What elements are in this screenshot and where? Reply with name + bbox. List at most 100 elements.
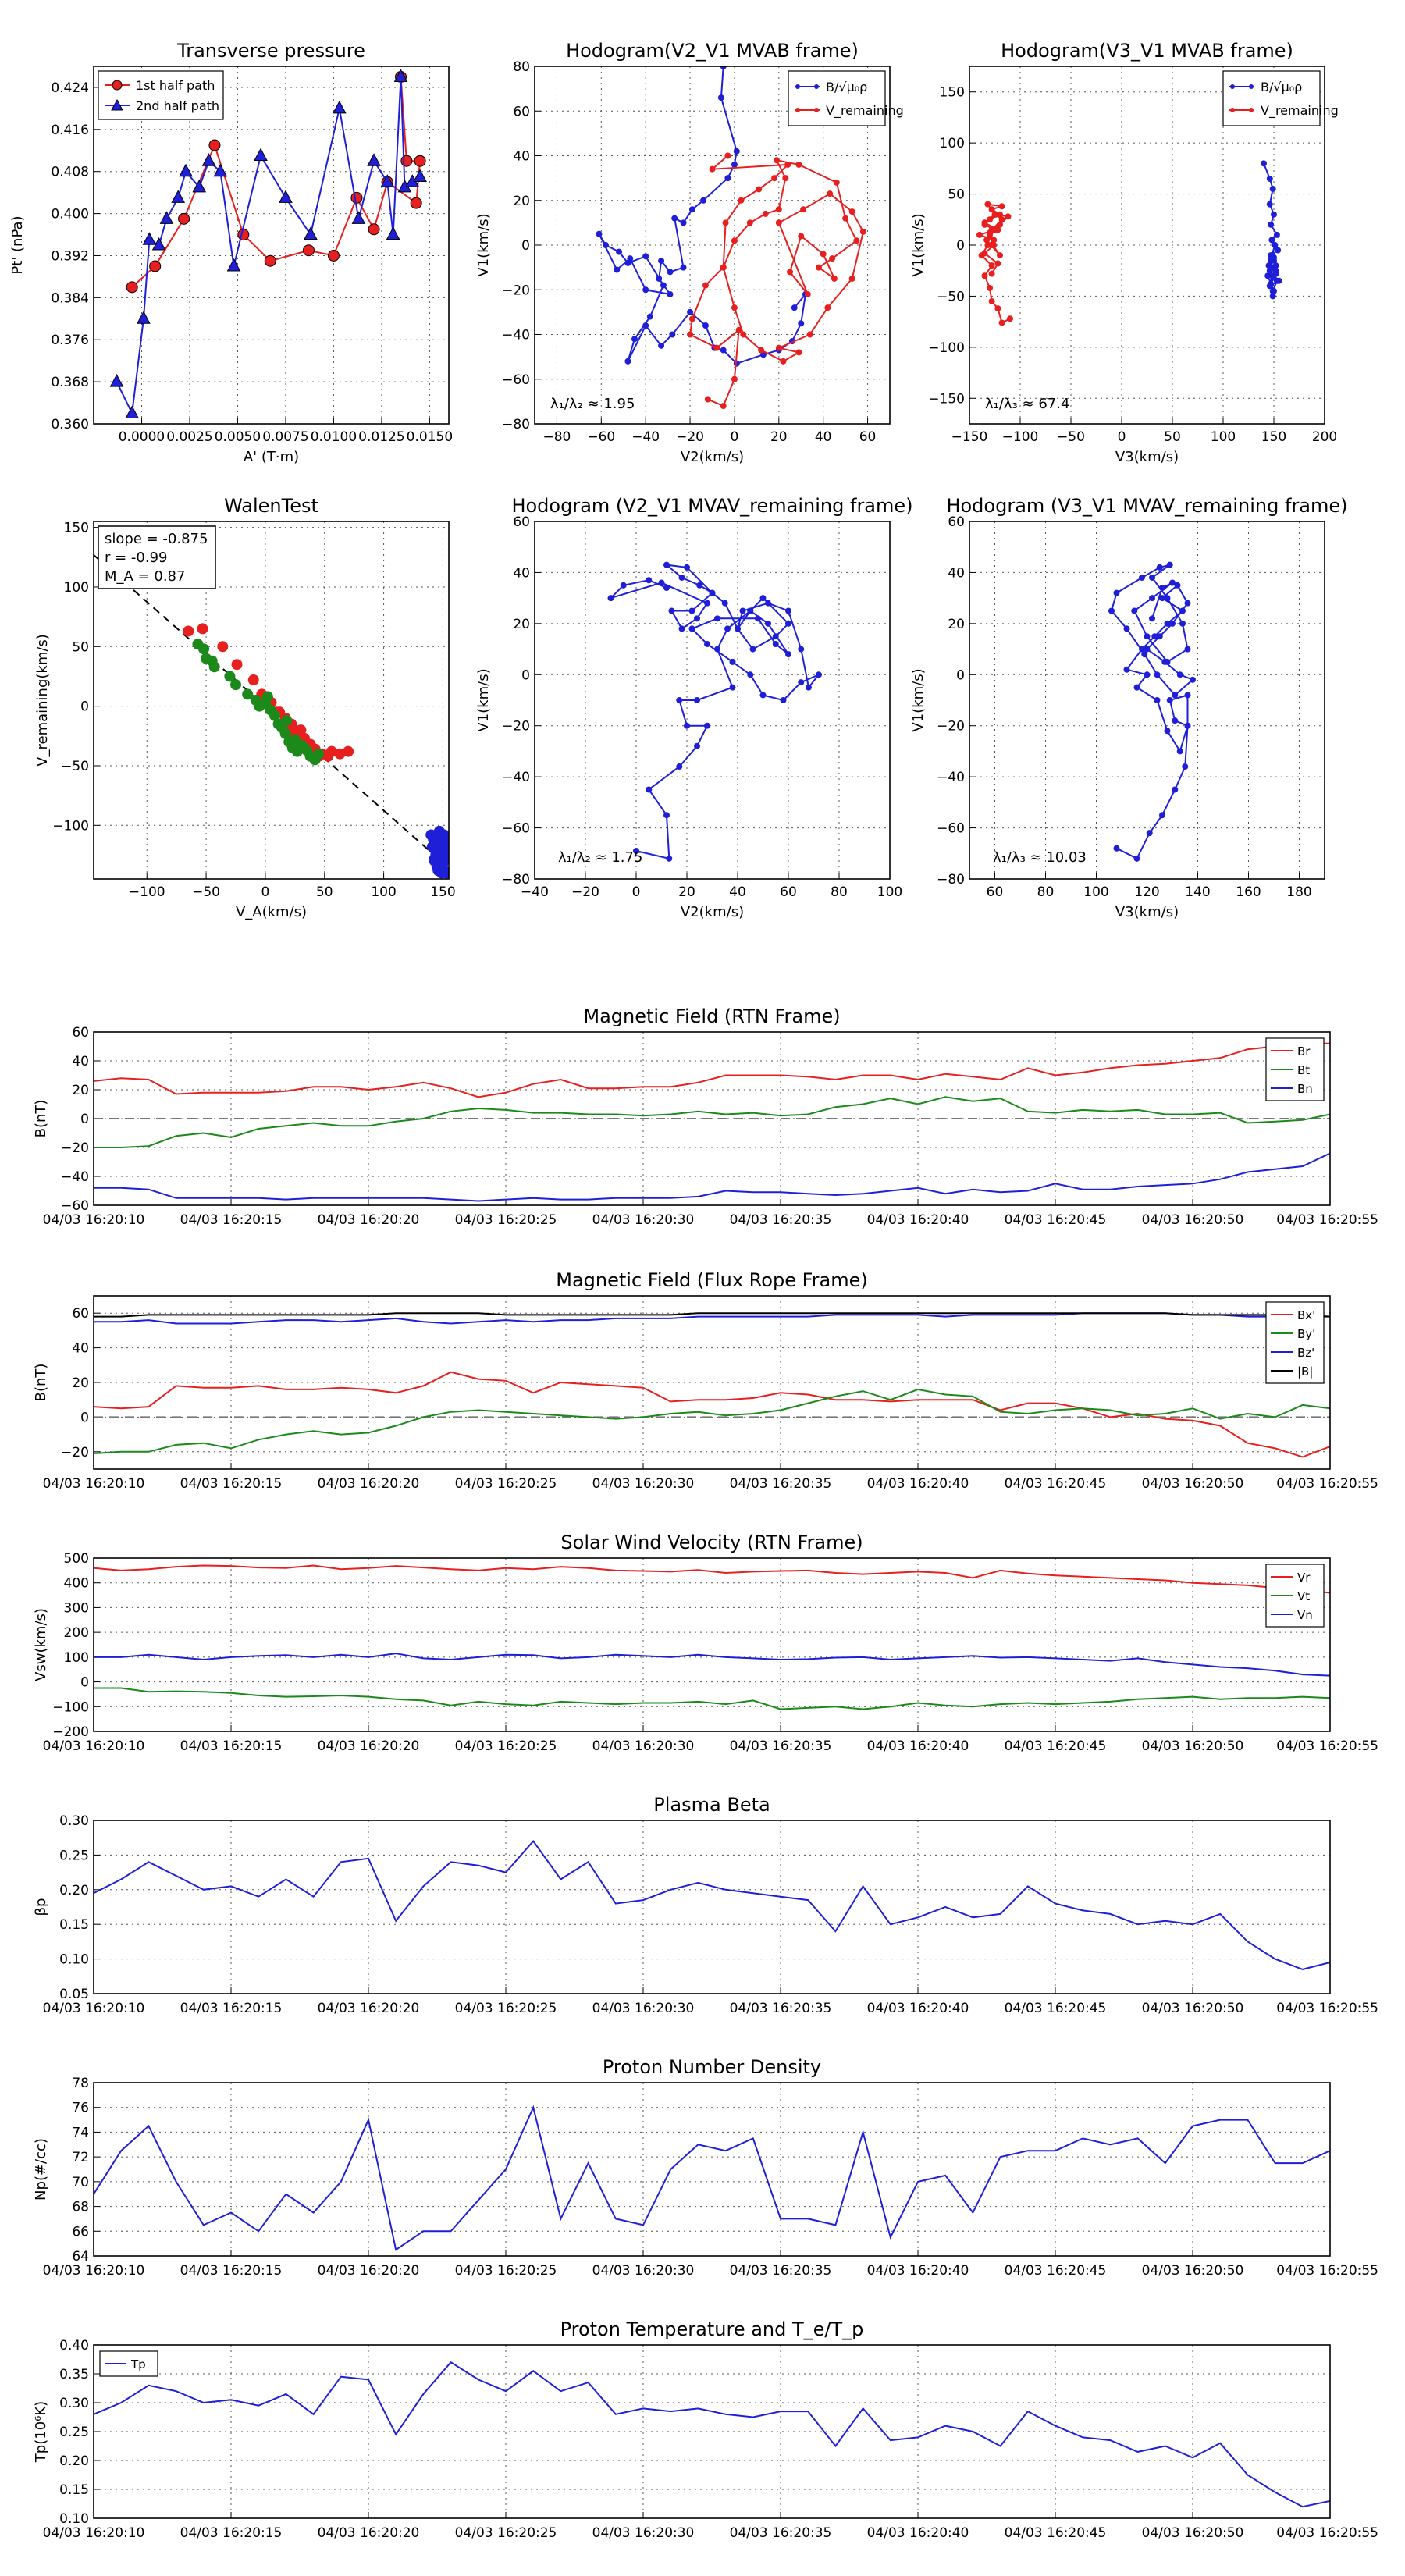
y-tick-label: 0.392 bbox=[51, 248, 89, 264]
y-tick-label: −50 bbox=[61, 759, 89, 774]
data-point bbox=[436, 867, 447, 879]
data-point bbox=[1264, 272, 1272, 279]
data-point bbox=[772, 641, 779, 648]
data-point bbox=[765, 600, 771, 607]
x-axis-label: V2(km/s) bbox=[681, 904, 744, 920]
data-point bbox=[714, 646, 720, 653]
x-tick-label: 80 bbox=[1037, 884, 1055, 900]
y-tick-label: 0.408 bbox=[51, 165, 89, 180]
data-point bbox=[295, 724, 307, 736]
data-point bbox=[213, 163, 228, 177]
data-point bbox=[702, 322, 709, 329]
data-point bbox=[201, 153, 216, 166]
x-tick-label: 04/03 16:20:25 bbox=[455, 1212, 557, 1228]
data-point bbox=[1172, 692, 1179, 699]
data-point bbox=[842, 215, 849, 222]
y-tick-label: −40 bbox=[502, 770, 530, 785]
x-tick-label: 04/03 16:20:40 bbox=[867, 2001, 969, 2016]
data-point bbox=[1144, 671, 1151, 678]
series-line bbox=[94, 1312, 1330, 1318]
data-point bbox=[126, 281, 138, 294]
data-point bbox=[1269, 287, 1276, 294]
data-point bbox=[992, 211, 999, 218]
data-point bbox=[1269, 293, 1276, 300]
plot-border bbox=[93, 1031, 1331, 1206]
x-tick-label: −80 bbox=[542, 429, 571, 445]
data-point bbox=[393, 69, 408, 82]
chart-h3r: Hodogram (V3_V1 MVAV_remaining frame)60 8… bbox=[910, 495, 1348, 920]
data-point bbox=[1273, 231, 1280, 238]
x-tick-label: 04/03 16:20:40 bbox=[867, 2263, 969, 2279]
data-point bbox=[1184, 646, 1191, 653]
y-tick-label: 200 bbox=[64, 1625, 89, 1641]
data-point bbox=[367, 153, 381, 166]
x-tick-label: 04/03 16:20:35 bbox=[730, 1212, 832, 1228]
y-tick-label: 150 bbox=[940, 85, 965, 101]
legend: Tp bbox=[99, 2350, 158, 2377]
data-point bbox=[729, 684, 736, 691]
x-tick-label: 0 bbox=[632, 884, 641, 900]
data-point bbox=[800, 206, 807, 213]
plot-border bbox=[93, 2082, 1331, 2257]
data-point bbox=[1151, 633, 1158, 640]
legend-box bbox=[1222, 70, 1321, 126]
x-tick-label: 04/03 16:20:45 bbox=[1005, 1212, 1107, 1228]
data-point bbox=[976, 231, 983, 238]
data-point bbox=[713, 344, 720, 351]
data-point bbox=[1123, 625, 1130, 632]
plot-border bbox=[534, 66, 891, 425]
data-point bbox=[749, 646, 756, 653]
chart-title: Magnetic Field (Flux Rope Frame) bbox=[556, 1269, 867, 1291]
series-|B| bbox=[94, 1312, 1330, 1318]
data-point bbox=[795, 349, 802, 356]
chart-np: Proton Number Density 04/03 16:20:10 04/03… bbox=[33, 2056, 1378, 2279]
data-point bbox=[616, 248, 623, 255]
data-point bbox=[714, 615, 720, 622]
x-tick-label: 04/03 16:20:35 bbox=[730, 2001, 832, 2016]
data-point bbox=[226, 258, 241, 272]
x-tick-label: 0.0025 bbox=[166, 429, 212, 445]
data-point bbox=[646, 313, 653, 320]
y-tick-label: 100 bbox=[64, 1650, 89, 1666]
x-tick-label: 100 bbox=[371, 884, 396, 900]
data-point bbox=[994, 226, 1001, 233]
data-point bbox=[281, 714, 293, 726]
series-Vt bbox=[94, 1687, 1330, 1710]
y-tick-label: 0.416 bbox=[51, 123, 89, 138]
data-point bbox=[820, 251, 827, 258]
y-tick-label: −50 bbox=[937, 289, 965, 304]
x-tick-label: 04/03 16:20:40 bbox=[867, 1212, 969, 1228]
chart-walen: WalenTest −100 −50 0 50 100 150 −100 −50 0 50 100 15… bbox=[34, 495, 456, 920]
y-tick-label: 60 bbox=[513, 514, 530, 530]
x-tick-label: 100 bbox=[1211, 429, 1236, 445]
data-point bbox=[668, 607, 675, 614]
x-tick-label: 04/03 16:20:50 bbox=[1142, 2263, 1244, 2279]
data-point bbox=[1266, 267, 1273, 274]
series-Br bbox=[94, 1042, 1330, 1098]
data-point bbox=[988, 297, 995, 304]
chart-h3: Hodogram(V3_V1 MVAB frame) −150 −100 −50 0 50… bbox=[910, 40, 1339, 465]
data-point bbox=[806, 684, 812, 691]
data-point bbox=[1176, 748, 1183, 755]
y-tick-label: 0 bbox=[956, 238, 965, 254]
data-point bbox=[663, 561, 670, 568]
series-Vn bbox=[94, 1653, 1330, 1677]
data-point bbox=[656, 275, 663, 282]
data-point bbox=[667, 290, 674, 297]
data-point bbox=[624, 259, 631, 266]
data-point bbox=[724, 152, 731, 159]
data-point bbox=[994, 305, 1001, 312]
y-tick-label: 0.15 bbox=[59, 2482, 89, 2498]
data-point bbox=[596, 230, 603, 237]
x-tick-label: 04/03 16:20:15 bbox=[180, 2263, 283, 2279]
data-point bbox=[747, 671, 754, 678]
data-point bbox=[1184, 692, 1191, 699]
data-point bbox=[717, 94, 724, 101]
data-point bbox=[1156, 564, 1163, 571]
data-point bbox=[109, 374, 124, 387]
data-point bbox=[984, 237, 991, 244]
data-point bbox=[413, 169, 427, 182]
data-point bbox=[775, 344, 782, 351]
y-tick-label: 64 bbox=[72, 2249, 89, 2265]
y-tick-label: 0.376 bbox=[51, 333, 89, 348]
